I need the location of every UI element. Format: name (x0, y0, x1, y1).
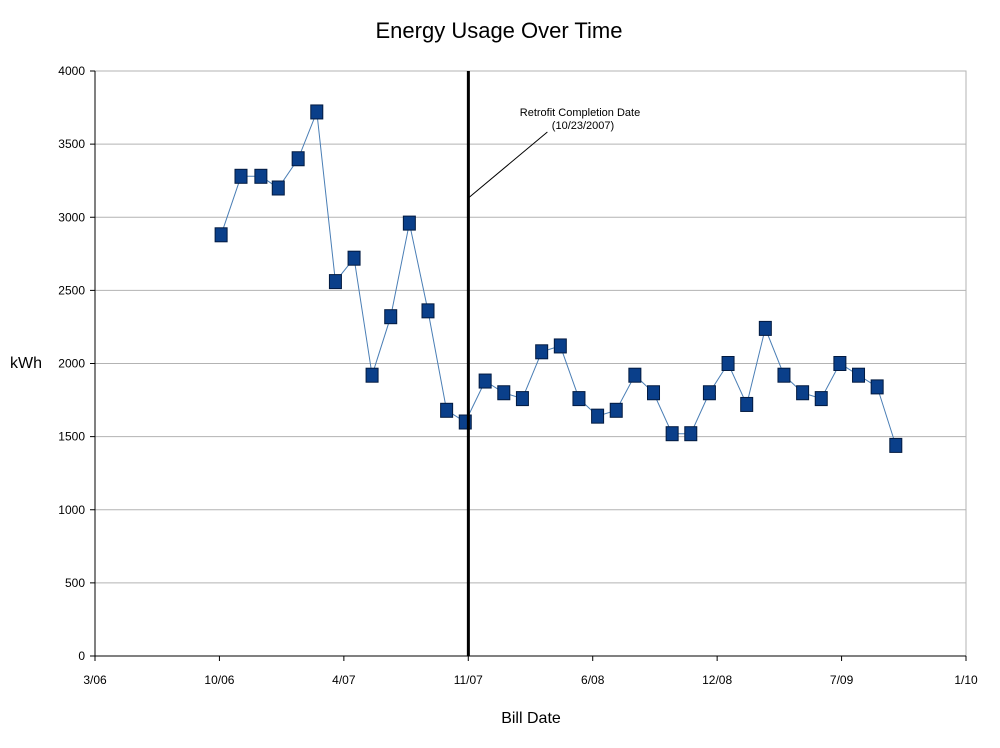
data-point (254, 168, 268, 184)
data-point (740, 396, 754, 412)
data-point (889, 437, 903, 453)
y-tick-label: 500 (65, 576, 85, 590)
data-point (852, 367, 866, 383)
data-point (234, 168, 248, 184)
data-point (684, 426, 698, 442)
data-point (814, 391, 828, 407)
series-line (220, 111, 897, 446)
x-tick-label: 4/07 (332, 673, 356, 687)
data-point (497, 385, 511, 401)
data-point (535, 344, 549, 360)
x-tick-label: 7/09 (830, 673, 854, 687)
data-point (347, 250, 361, 266)
x-tick-label: 10/06 (204, 673, 234, 687)
data-point (777, 367, 791, 383)
data-point (758, 320, 772, 336)
annotation-leader (468, 131, 548, 199)
y-tick-label: 1000 (58, 503, 85, 517)
y-tick-label: 3500 (58, 137, 85, 151)
data-point (384, 309, 398, 325)
data-point (572, 391, 586, 407)
data-point (721, 356, 735, 371)
data-point (310, 104, 324, 120)
data-point (870, 379, 884, 395)
data-point (647, 385, 661, 401)
data-point (628, 367, 642, 383)
data-point (515, 391, 529, 407)
data-point (833, 356, 847, 371)
annotation-layer: Retrofit Completion Date(10/23/2007) (466, 71, 640, 656)
x-axis-label: Bill Date (501, 710, 561, 727)
data-point (591, 408, 605, 424)
chart-title: Energy Usage Over Time (376, 18, 623, 43)
data-point (402, 215, 416, 231)
y-tick-label: 1500 (58, 430, 85, 444)
y-tick-label: 2500 (58, 283, 85, 297)
data-point (553, 338, 567, 354)
data-point (214, 227, 228, 243)
annotation-label: Retrofit Completion Date (520, 107, 640, 119)
data-point (365, 367, 379, 383)
x-tick-label: 11/07 (454, 673, 483, 687)
data-point (328, 274, 342, 290)
data-point (609, 402, 623, 418)
y-axis-label: kWh (10, 355, 42, 372)
annotation-date: (10/23/2007) (552, 120, 614, 132)
x-tick-label: 6/08 (581, 673, 605, 687)
x-tick-label: 3/06 (83, 673, 107, 687)
data-point (796, 385, 810, 401)
data-point (665, 426, 679, 442)
data-point (421, 303, 435, 319)
y-tick-label: 0 (78, 649, 85, 663)
data-point (271, 180, 285, 196)
y-tick-label: 3000 (58, 210, 85, 224)
data-point (440, 402, 454, 418)
y-tick-label: 4000 (58, 64, 85, 78)
x-tick-label: 1/10 (954, 673, 978, 687)
data-point (702, 385, 716, 401)
axes: 0 500 1000 1500 2000 2500 3000 3500 4000 3/06 10/0… (58, 64, 978, 687)
data-point (478, 373, 492, 389)
x-tick-label: 12/08 (702, 673, 732, 687)
data-point (291, 151, 305, 167)
series-layer (214, 104, 903, 453)
y-tick-label: 2000 (58, 357, 85, 371)
